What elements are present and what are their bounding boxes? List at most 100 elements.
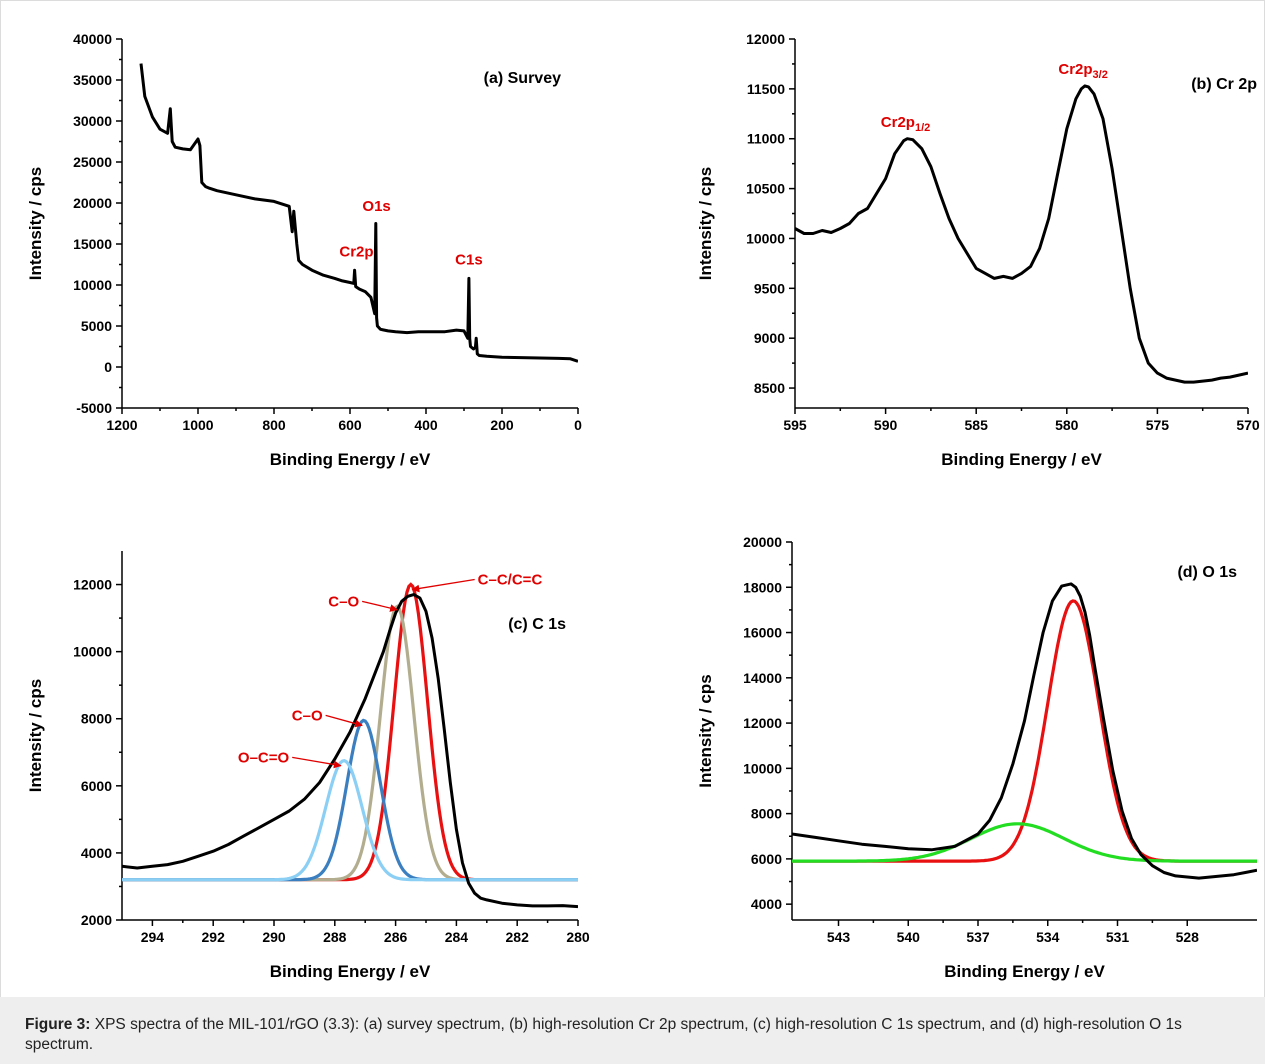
x-tick-label: 0: [574, 417, 582, 433]
y-tick-label: 18000: [743, 579, 782, 595]
peak-label: C1s: [455, 252, 483, 269]
figure-caption: Figure 3: XPS spectra of the MIL-101/rGO…: [0, 997, 1265, 1064]
y-tick-label: 20000: [73, 195, 112, 211]
panel-title: (a) Survey: [484, 70, 561, 87]
peak-label: C–C/C=C: [478, 572, 543, 589]
y-tick-label: 5000: [81, 318, 112, 334]
y-tick-label: 30000: [73, 113, 112, 129]
y-tick-label: 11000: [747, 131, 785, 147]
panel-title: (b) Cr 2p: [1191, 76, 1257, 93]
fit-component-2: [122, 604, 578, 882]
x-tick-label: 595: [783, 417, 807, 433]
fit-component-2: [792, 822, 1257, 863]
chart-c: 294 292 290 288 286 284 282 280 2000 4000 6000 8000…: [26, 551, 590, 981]
measured-spectrum: [122, 593, 578, 909]
x-axis-label: Binding Energy / eV: [944, 962, 1105, 981]
peak-label-subscript: 3/2: [1093, 69, 1108, 81]
x-tick-label: 528: [1176, 929, 1200, 945]
annotation-arrow: [325, 714, 363, 728]
fit-component-1: [792, 599, 1257, 863]
y-tick-label: 10000: [73, 644, 112, 660]
x-axis-label: Binding Energy / eV: [270, 450, 431, 469]
caption-text: XPS spectra of the MIL-101/rGO (3.3): (a…: [25, 1016, 1182, 1053]
y-tick-label: 40000: [73, 31, 112, 47]
y-axis-label: Intensity / cps: [696, 167, 715, 280]
y-tick-label: 35000: [73, 72, 112, 88]
y-tick-label: 14000: [743, 670, 782, 686]
x-axis-label: Binding Energy / eV: [941, 450, 1102, 469]
x-tick-label: 400: [414, 417, 438, 433]
x-tick-label: 284: [445, 929, 469, 945]
y-tick-label: 0: [104, 359, 112, 375]
fit-component-3: [122, 718, 578, 882]
x-tick-label: 282: [506, 929, 530, 945]
axes-c: [116, 551, 579, 926]
panel-title: (c) C 1s: [508, 616, 566, 633]
annotation-arrow: [292, 756, 342, 769]
peak-label: Cr2p1/2: [881, 114, 930, 134]
x-tick-label: 200: [490, 417, 514, 433]
x-tick-label: 280: [566, 929, 590, 945]
y-tick-label: 10000: [746, 230, 785, 246]
x-tick-label: 292: [202, 929, 226, 945]
y-tick-label: 9500: [754, 280, 785, 296]
y-tick-label: 8000: [751, 806, 782, 822]
y-tick-label: 16000: [743, 625, 782, 641]
axes-a: [116, 38, 579, 414]
y-tick-label: 4000: [81, 845, 112, 861]
annotation-arrow: [361, 600, 398, 612]
x-tick-label: 540: [897, 929, 921, 945]
axes-b: [789, 38, 1249, 414]
x-tick-label: 286: [384, 929, 408, 945]
x-tick-label: 580: [1055, 417, 1079, 433]
peak-label: O1s: [362, 198, 390, 215]
y-axis-label: Intensity / cps: [696, 674, 715, 787]
y-axis-label: Intensity / cps: [26, 167, 45, 280]
x-tick-label: 1200: [106, 417, 137, 433]
y-tick-label: 10000: [743, 760, 782, 776]
y-tick-label: 20000: [743, 534, 782, 550]
y-tick-label: 12000: [746, 31, 785, 47]
y-tick-label: 25000: [73, 154, 112, 170]
figure-plots: 1200 1000 800 600 400 200 0-500005000100001500…: [26, 31, 1260, 981]
x-tick-label: 800: [262, 417, 286, 433]
peak-label: C–O: [328, 593, 359, 610]
y-tick-label: 9000: [754, 330, 785, 346]
y-tick-label: -5000: [76, 400, 112, 416]
x-tick-label: 537: [966, 929, 990, 945]
y-tick-label: 8000: [81, 711, 112, 727]
y-tick-label: 11500: [747, 81, 785, 97]
figure: 1200 1000 800 600 400 200 0 -5000 0 5000 10000 1500…: [0, 0, 1265, 997]
x-tick-label: 600: [338, 417, 362, 433]
x-tick-label: 1000: [182, 417, 213, 433]
annotation-arrow: [411, 578, 475, 593]
chart-d: 543 540 537 534 531 528 4000 6000 8000 10000 12000…: [696, 534, 1257, 981]
y-tick-label: 4000: [751, 896, 782, 912]
peak-label: Cr2p: [339, 243, 373, 260]
peak-label: O–C=O: [238, 749, 290, 766]
y-tick-label: 12000: [73, 577, 112, 593]
x-tick-label: 294: [141, 929, 165, 945]
axes-d: [786, 541, 1257, 926]
y-tick-label: 10500: [746, 181, 785, 197]
plot-area-c: [122, 582, 578, 909]
x-tick-label: 531: [1106, 929, 1130, 945]
caption-label: Figure 3:: [25, 1016, 91, 1033]
peak-label: Cr2p3/2: [1058, 61, 1107, 81]
chart-b: 595 590 585 580 575 570 8500 9000 9500 10000 10500…: [696, 31, 1260, 469]
chart-a: 1200 1000 800 600 400 200 0 -5000 0 5000 10000 1500…: [26, 31, 582, 469]
y-tick-label: 6000: [751, 851, 782, 867]
y-axis-label: Intensity / cps: [26, 679, 45, 792]
y-tick-label: 8500: [754, 380, 785, 396]
x-tick-label: 288: [323, 929, 347, 945]
x-tick-label: 543: [827, 929, 851, 945]
x-tick-label: 585: [965, 417, 989, 433]
x-tick-label: 570: [1236, 417, 1260, 433]
panel-title: (d) O 1s: [1177, 564, 1237, 581]
y-tick-label: 2000: [81, 912, 112, 928]
x-tick-label: 590: [874, 417, 898, 433]
x-tick-label: 534: [1036, 929, 1060, 945]
y-tick-label: 6000: [81, 778, 112, 794]
peak-label-subscript: 1/2: [915, 122, 930, 134]
y-tick-label: 10000: [73, 277, 112, 293]
